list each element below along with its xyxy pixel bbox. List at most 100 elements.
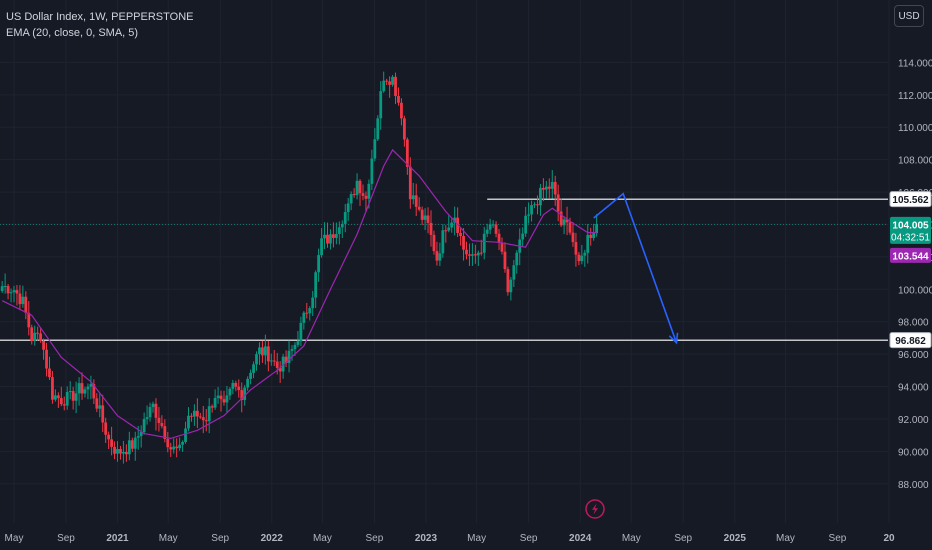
candle-body [559,211,563,226]
candle-body [48,368,51,378]
candle-body [432,234,436,252]
y-tick-label: 110.000 [898,123,932,134]
candle-body [473,254,477,256]
candle-body [429,222,433,235]
y-tick-label: 88.000 [898,480,929,491]
price-axis[interactable]: 88.000 90.000 92.000 94.000 96.000 98.000 100.… [898,58,932,490]
candle-body [51,377,54,400]
candle-body [556,194,560,212]
candle-body [62,404,66,406]
ema-price-tag: 103.544 [890,247,931,263]
candle-body [83,389,87,394]
candle-body [104,422,108,435]
candle-body [515,252,519,266]
candle-body [263,346,267,356]
hline-price-tag-2: 96.862 [889,332,932,349]
candle-body [343,212,347,224]
x-tick-label: May [313,533,332,544]
candle-body [116,449,119,454]
forecast-path [593,192,678,344]
candle-body [54,395,57,400]
hline-price-tag-1-text: 105.562 [892,195,929,206]
candle-body [547,186,551,189]
time-axis[interactable]: May Sep 2021 May Sep 2022 May Sep 2023 May Sep 2024… [5,533,895,544]
candle-body [471,254,474,256]
candle-body [151,403,155,408]
candle-body [166,438,170,448]
candle-body [24,296,28,313]
x-tick-label: Sep [674,533,692,544]
candle-body [299,322,303,342]
candle-body [414,195,418,207]
candle-body [255,354,258,365]
candle-body [497,233,501,243]
candle-body [373,139,377,159]
forecast-arrow [593,192,679,345]
candle-body [565,219,569,223]
x-tick-label: May [159,533,178,544]
candle-body [77,383,81,394]
candle-body [376,118,380,140]
candle-body [80,383,84,394]
candle-body [219,395,223,400]
candle-body [74,393,78,401]
candle-body [305,312,309,314]
candle-body [122,451,125,454]
candle-body [92,384,96,399]
candle-body [225,395,229,403]
candle-body [89,384,93,387]
candle-body [193,410,196,417]
candle-body [240,390,244,400]
hline-price-tag-1: 105.562 [889,191,932,208]
x-tick-label: May [776,533,795,544]
x-tick-label: Sep [211,533,229,544]
currency-button[interactable]: USD [894,5,924,27]
candle-body [494,224,498,234]
candlesticks [0,71,599,464]
candle-body [479,252,483,254]
candle-body [252,364,255,373]
candle-body [352,194,356,196]
candle-body [98,405,102,409]
candle-body [187,415,190,429]
candle-body [334,233,338,238]
candle-body [450,222,454,228]
candle-body [249,372,253,379]
candle-body [296,341,300,345]
y-tick-label: 114.000 [898,58,932,69]
candle-body [444,230,448,232]
candle-body [358,180,362,194]
candle-body [287,350,291,363]
hline-price-tag-2-text: 96.862 [895,336,926,347]
candle-body [207,406,211,422]
candle-body [3,285,7,287]
candle-body [512,265,516,280]
candle-body [411,195,415,200]
lightning-icon[interactable] [585,499,605,519]
candle-body [485,229,489,234]
candle-body [568,222,572,233]
candle-body [349,194,353,204]
candle-body [210,406,214,408]
candle-body [278,367,282,372]
candle-body [329,234,332,244]
x-tick-label: 2023 [415,533,438,544]
candle-body [592,233,596,238]
candle-body [148,407,152,418]
candle-body [320,238,323,256]
plot-area[interactable] [0,71,888,464]
candle-body [101,405,105,423]
candle-body [574,242,578,255]
x-tick-label: Sep [57,533,75,544]
candle-body [119,449,122,454]
horizontal-lines [0,198,888,341]
candle-body [426,215,430,223]
candle-body [503,251,507,270]
candle-body [533,204,536,206]
candle-body [521,233,525,240]
candle-body [113,446,116,454]
y-tick-label: 94.000 [898,383,929,394]
candle-body [266,346,270,362]
